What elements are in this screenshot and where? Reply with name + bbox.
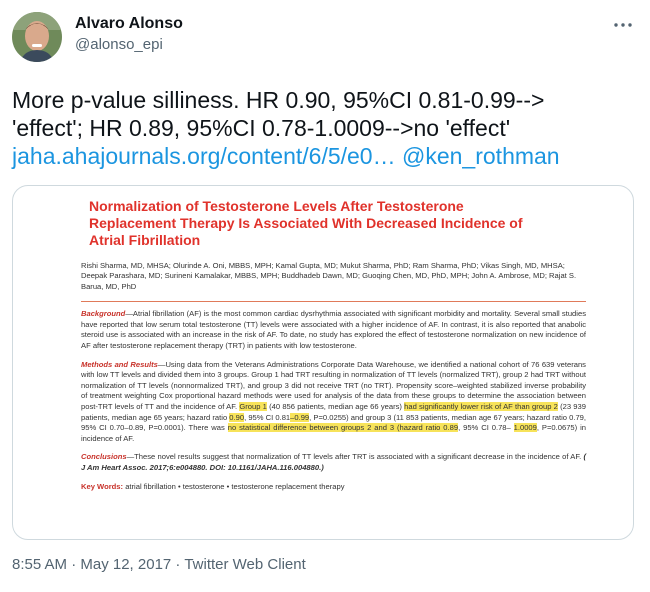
keywords-heading: Key Words:: [81, 481, 124, 491]
tweet-meta: 8:55 AM · May 12, 2017 · Twitter Web Cli…: [12, 556, 306, 573]
methods-text: (23 939 patients, median age 65 years; h…: [81, 401, 586, 422]
background-heading: Background: [81, 309, 126, 319]
more-dots-icon[interactable]: [612, 14, 634, 36]
keywords-text: atrial fibrillation • testosterone • tes…: [125, 481, 345, 491]
paper-abstract: Normalization of Testosterone Levels Aft…: [71, 198, 586, 491]
tweet-media-image[interactable]: Normalization of Testosterone Levels Aft…: [12, 185, 634, 540]
conclusions-heading: Conclusions: [81, 452, 127, 462]
conclusions-text: —These novel results suggest that normal…: [126, 452, 584, 462]
highlight: no statistical difference between groups…: [227, 423, 459, 433]
paper-authors: Rishi Sharma, MD, MHSA; Olurinde A. Oni,…: [81, 261, 577, 291]
author-handle[interactable]: @alonso_epi: [75, 36, 163, 53]
paper-keywords: Key Words: atrial fibrillation • testost…: [81, 482, 581, 491]
methods-text: (40 856 patients, median age 66 years): [266, 401, 405, 411]
tweet-timestamp[interactable]: 8:55 AM · May 12, 2017 ·: [12, 556, 185, 573]
methods-text: —Using data from the Veterans Administra…: [81, 359, 586, 411]
background-text: —Atrial fibrillation (AF) is the most co…: [81, 309, 586, 350]
highlight: 0.90: [229, 412, 245, 422]
tweet-text-line-2: 'effect'; HR 0.89, 95%CI 0.78-1.0009-->n…: [12, 115, 511, 141]
methods-text: , 95% CI 0.81: [244, 412, 291, 422]
methods-heading: Methods and Results: [81, 359, 158, 369]
paper-methods: Methods and Results—Using data from the …: [81, 360, 586, 445]
highlight: –0.99: [290, 412, 310, 422]
highlight: Group 1: [239, 401, 267, 411]
tweet-text: More p-value silliness. HR 0.90, 95%CI 0…: [12, 86, 632, 170]
tweet-mention[interactable]: @ken_rothman: [402, 143, 560, 169]
highlight: 1.0009: [513, 423, 537, 433]
methods-text: , 95% CI 0.78–: [458, 423, 514, 433]
tweet-text-line-1: More p-value silliness. HR 0.90, 95%CI 0…: [12, 87, 545, 113]
tweet-client: Twitter Web Client: [184, 556, 306, 573]
avatar[interactable]: [12, 12, 62, 62]
author-name[interactable]: Alvaro Alonso: [75, 15, 183, 32]
divider: [81, 301, 586, 303]
paper-title: Normalization of Testosterone Levels Aft…: [89, 198, 523, 248]
citation: ( J Am Heart Assoc. 2017;6:e004880. DOI:…: [81, 452, 586, 472]
methods-text: , P=0.0675) in incidence of AF.: [81, 423, 586, 443]
tweet-link[interactable]: jaha.ahajournals.org/content/6/5/e0…: [12, 143, 396, 169]
paper-conclusions: Conclusions—These novel results suggest …: [81, 452, 586, 473]
methods-text: , P=0.0255) and group 3 (11 853 patients…: [81, 412, 587, 433]
highlight: had significantly lower risk of AF than …: [404, 401, 558, 411]
paper-background: Background—Atrial fibrillation (AF) is t…: [81, 309, 586, 351]
